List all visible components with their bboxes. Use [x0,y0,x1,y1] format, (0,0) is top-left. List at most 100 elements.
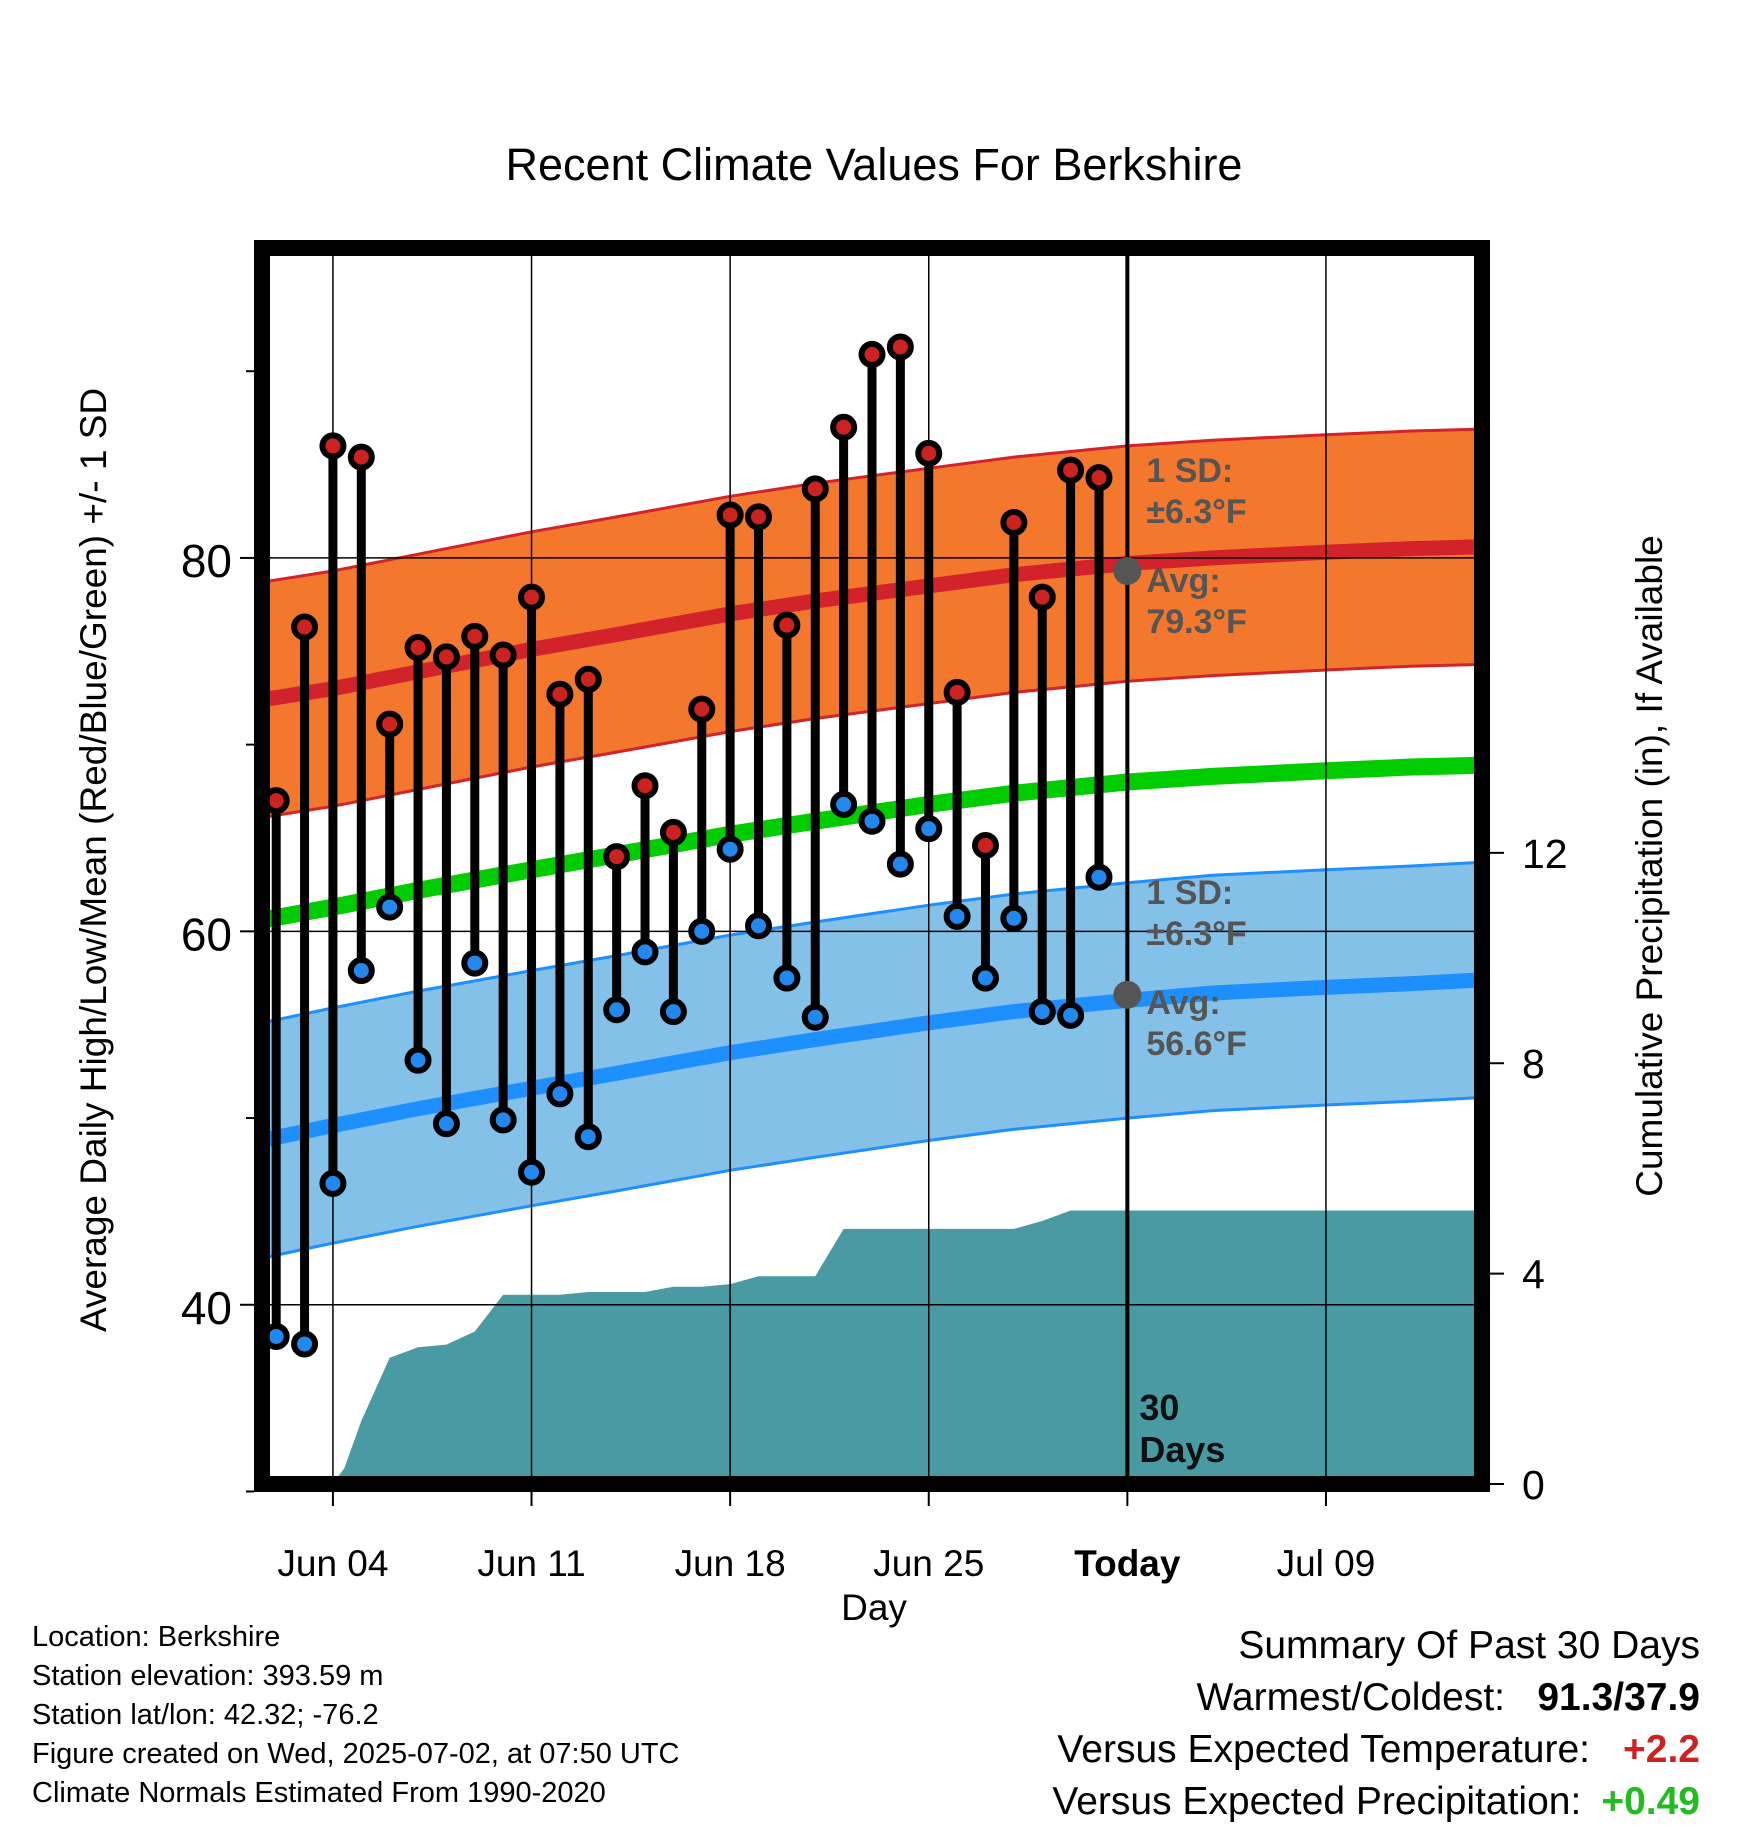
daily-low-point [603,996,631,1024]
high-sd-annotation-value: ±6.3°F [1146,493,1246,531]
daily-high-point [915,439,943,467]
elevation-text: Station elevation: 393.59 m [32,1660,384,1692]
low-avg-annotation-label: Avg: [1146,984,1220,1022]
daily-low-point [518,1158,546,1186]
y-tick-label-right: 0 [1522,1462,1545,1508]
normal-low-line [260,972,1483,1148]
daily-high-point [773,611,801,639]
daily-high-point [518,583,546,611]
x-tick-label: Jun 11 [477,1543,585,1584]
precip-value: +0.49 [1601,1780,1700,1823]
daily-low-point [1028,998,1056,1026]
daily-low-point [716,835,744,863]
daily-low-point [943,902,971,930]
daily-high-point [971,831,999,859]
daily-low-point [915,815,943,843]
daily-low-point [659,998,687,1026]
daily-high-point [432,643,460,671]
daily-high-point [858,340,886,368]
daily-high-point [716,501,744,529]
today-normal-high-marker [1113,557,1142,586]
daily-high-point [291,613,319,641]
daily-low-point [347,957,375,985]
daily-high-point [631,772,659,800]
daily-low-point [404,1046,432,1074]
daily-low-point [574,1123,602,1151]
x-tick-label: Jun 18 [675,1543,786,1584]
warm-cold-value: 91.3/37.9 [1537,1676,1700,1719]
y-tick-label-left: 60 [181,908,232,960]
daily-low-point [1085,863,1113,891]
summary-temp-row: Versus Expected Temperature: +2.2 [1052,1724,1700,1776]
daily-low-point [376,893,404,921]
daily-high-point [659,818,687,846]
y-tick-label-right: 4 [1522,1252,1545,1298]
daily-low-point [745,912,773,940]
precip-label: Versus Expected Precipitation: [1052,1780,1582,1823]
daily-high-point [603,843,631,871]
low-sd-lower-line [261,1096,1483,1260]
daily-low-point [971,964,999,992]
y-axis-label-left: Average Daily High/Low/Mean (Red/Blue/Gr… [73,388,114,1332]
x-tick-label: Jun 04 [277,1543,388,1584]
daily-low-point [688,917,716,945]
high-sd-annotation-label: 1 SD: [1146,452,1233,490]
low-sd-upper-line [261,860,1483,1025]
latlon-text: Station lat/lon: 42.32; -76.2 [32,1699,379,1731]
x-tick-label: Jun 25 [873,1543,984,1584]
low-avg-annotation-value: 56.6°F [1146,1025,1247,1063]
daily-high-point [801,475,829,503]
summary-precip-row: Versus Expected Precipitation: +0.49 [1052,1776,1700,1828]
summary-panel: Summary Of Past 30 Days Warmest/Coldest:… [1052,1620,1700,1828]
daily-low-point [830,790,858,818]
temp-label: Versus Expected Temperature: [1057,1728,1590,1771]
daily-high-point [943,678,971,706]
daily-low-point [801,1003,829,1031]
y-tick-label-right: 8 [1522,1041,1545,1087]
daily-high-point [319,432,347,460]
y-tick-label-left: 40 [181,1282,232,1334]
daily-high-point [1057,456,1085,484]
precipitation-area [332,1210,1482,1484]
high-avg-annotation-label: Avg: [1146,562,1220,600]
summary-warm-cold-row: Warmest/Coldest: 91.3/37.9 [1052,1672,1700,1724]
daily-high-point [1028,583,1056,611]
summary-title: Summary Of Past 30 Days [1238,1624,1700,1667]
daily-low-point [1057,1001,1085,1029]
x-tick-label: Jul 09 [1277,1543,1376,1584]
daily-high-point [745,503,773,531]
daily-high-point [461,622,489,650]
daily-high-point [688,695,716,723]
daily-high-point [546,680,574,708]
created-text: Figure created on Wed, 2025-07-02, at 07… [32,1738,680,1770]
station-info: Location: Berkshire Station elevation: 3… [32,1618,680,1813]
daily-low-point [489,1106,517,1134]
daily-high-point [886,333,914,361]
daily-high-point [376,710,404,738]
today-normal-low-marker [1113,980,1142,1009]
period-annotation-word: Days [1139,1429,1225,1470]
daily-low-point [432,1110,460,1138]
x-tick-label: Today [1074,1543,1181,1584]
daily-low-point [631,938,659,966]
daily-high-point [574,665,602,693]
daily-high-point [347,443,375,471]
period-annotation-number: 30 [1139,1387,1179,1428]
y-axis-label-right: Cumulative Precipitation (in), If Availa… [1629,535,1670,1197]
chart-title: Recent Climate Values For Berkshire [506,139,1243,190]
plot-frame [254,240,1490,1492]
low-sd-annotation-value: ±6.3°F [1146,915,1246,953]
low-sd-band [262,862,1482,1259]
warm-cold-label: Warmest/Coldest: [1196,1676,1505,1719]
daily-high-point [1085,464,1113,492]
high-avg-annotation-value: 79.3°F [1146,603,1247,641]
daily-high-point [830,413,858,441]
location-text: Location: Berkshire [32,1621,281,1653]
low-sd-annotation-label: 1 SD: [1146,874,1233,912]
daily-low-point [319,1169,347,1197]
daily-high-point [1000,508,1028,536]
daily-low-point [291,1330,319,1358]
daily-low-point [773,964,801,992]
